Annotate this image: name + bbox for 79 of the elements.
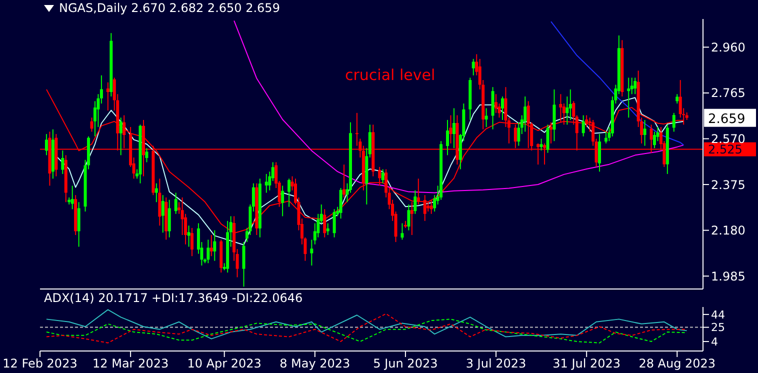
candlestick <box>484 108 488 128</box>
candlestick <box>174 192 178 214</box>
y-tick-label: 2.375 <box>711 178 746 192</box>
candlestick <box>524 96 527 132</box>
y-tick-label: 2.180 <box>711 224 746 238</box>
candlestick <box>414 190 417 214</box>
y-tick-label: 2.765 <box>711 86 746 100</box>
candlestick <box>355 112 358 146</box>
candlestick <box>264 173 268 194</box>
candlestick <box>643 119 646 146</box>
candlestick <box>168 199 171 238</box>
candlestick <box>242 242 246 288</box>
line-series <box>550 21 684 146</box>
candlestick <box>559 94 562 123</box>
candlestick <box>416 178 420 205</box>
candlestick <box>407 204 410 231</box>
candlestick <box>210 234 213 257</box>
chart-title: NGAS,Daily 2.670 2.682 2.650 2.659 <box>59 1 280 15</box>
candlestick <box>627 77 630 118</box>
candlestick <box>546 124 550 154</box>
candlestick <box>449 114 452 144</box>
candlestick <box>206 239 210 264</box>
y-tick-label: 25 <box>711 321 725 334</box>
x-tick-label: 10 Apr 2023 <box>187 356 262 371</box>
candlestick <box>381 168 384 184</box>
candlestick <box>585 114 588 128</box>
line-series <box>46 318 688 344</box>
x-tick-label: 8 May 2023 <box>280 356 350 371</box>
candlestick <box>378 166 382 186</box>
candlestick <box>158 178 162 226</box>
candlestick <box>426 202 430 212</box>
candlestick <box>106 82 110 112</box>
candlestick <box>400 222 404 240</box>
candlestick <box>44 134 48 156</box>
candlestick <box>634 77 637 95</box>
candlestick <box>446 119 449 156</box>
line-series <box>234 20 684 194</box>
candlestick <box>61 150 64 174</box>
candlestick <box>213 230 216 262</box>
candlestick <box>281 185 284 217</box>
chart-title: ADX(14) 20.1717 +DI:17.3649 -DI:22.0646 <box>44 291 303 305</box>
candlestick <box>339 188 342 220</box>
candlestick <box>187 225 190 248</box>
x-tick-label: 12 Mar 2023 <box>92 356 169 371</box>
candlestick <box>161 194 164 234</box>
candlestick <box>70 185 74 210</box>
candlestick <box>77 202 80 248</box>
candlestick <box>540 138 543 151</box>
candlestick <box>90 117 94 132</box>
candlestick <box>494 94 498 114</box>
candlestick <box>145 148 148 163</box>
candlestick <box>568 88 572 120</box>
y-tick-label: 2.960 <box>711 40 746 54</box>
candlestick <box>672 112 676 132</box>
candlestick <box>190 227 194 257</box>
candlestick <box>332 208 336 238</box>
candlestick <box>472 58 475 76</box>
candlestick <box>342 164 346 198</box>
candlestick <box>500 96 504 120</box>
candlestick <box>288 178 291 208</box>
candlestick <box>423 194 426 222</box>
annotation: crucial level <box>345 66 436 84</box>
x-tick-label: 31 Jul 2023 <box>552 356 621 371</box>
candlestick <box>430 199 433 214</box>
candlestick <box>676 94 679 104</box>
y-tick-label: 1.985 <box>711 269 746 284</box>
x-tick-label: 28 Aug 2023 <box>638 356 716 371</box>
annotation: 2.659 <box>708 112 746 127</box>
candlestick <box>452 108 456 149</box>
candlestick <box>604 131 608 144</box>
y-tick-label: 44 <box>711 308 725 322</box>
candlestick <box>119 117 122 156</box>
y-tick-label: 4 <box>711 335 718 348</box>
candlestick <box>598 134 602 172</box>
x-tick-label: 3 Jul 2023 <box>466 356 526 371</box>
candlestick <box>652 131 656 149</box>
candlestick <box>582 114 585 137</box>
x-tick-label: 12 Feb 2023 <box>2 356 78 371</box>
x-tick-label: 5 Jun 2023 <box>373 356 438 371</box>
